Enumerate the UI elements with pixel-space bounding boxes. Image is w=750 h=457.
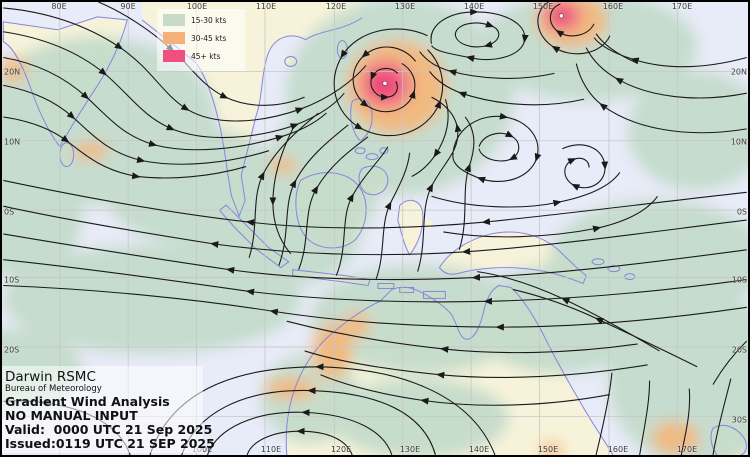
cyclone-center-icon [382, 13, 564, 86]
legend-label: 30-45 kts [191, 33, 227, 43]
issued-time: Issued:0119 UTC 21 SEP 2025 [5, 436, 215, 451]
legend-item: 45+ kts [163, 50, 241, 62]
legend-item: 30-45 kts [163, 32, 241, 44]
mode-line: NO MANUAL INPUT [5, 408, 138, 423]
legend-label: 45+ kts [191, 51, 221, 61]
legend-label: 15-30 kts [191, 15, 227, 25]
agency-name: Darwin RSMC [5, 369, 96, 386]
legend-swatch [163, 32, 185, 44]
legend-item: 15-30 kts [163, 14, 241, 26]
product-title: Gradient Wind Analysis [5, 394, 170, 409]
agency-subtitle: Bureau of Meteorology [5, 384, 102, 395]
legend-swatch [163, 50, 185, 62]
analysis-info-block: Darwin RSMC Bureau of Meteorology Gradie… [2, 366, 215, 453]
wind-speed-legend: 15-30 kts 30-45 kts 45+ kts [157, 9, 245, 71]
legend-swatch [163, 14, 185, 26]
valid-time: Valid: 0000 UTC 21 Sep 2025 [5, 422, 213, 437]
